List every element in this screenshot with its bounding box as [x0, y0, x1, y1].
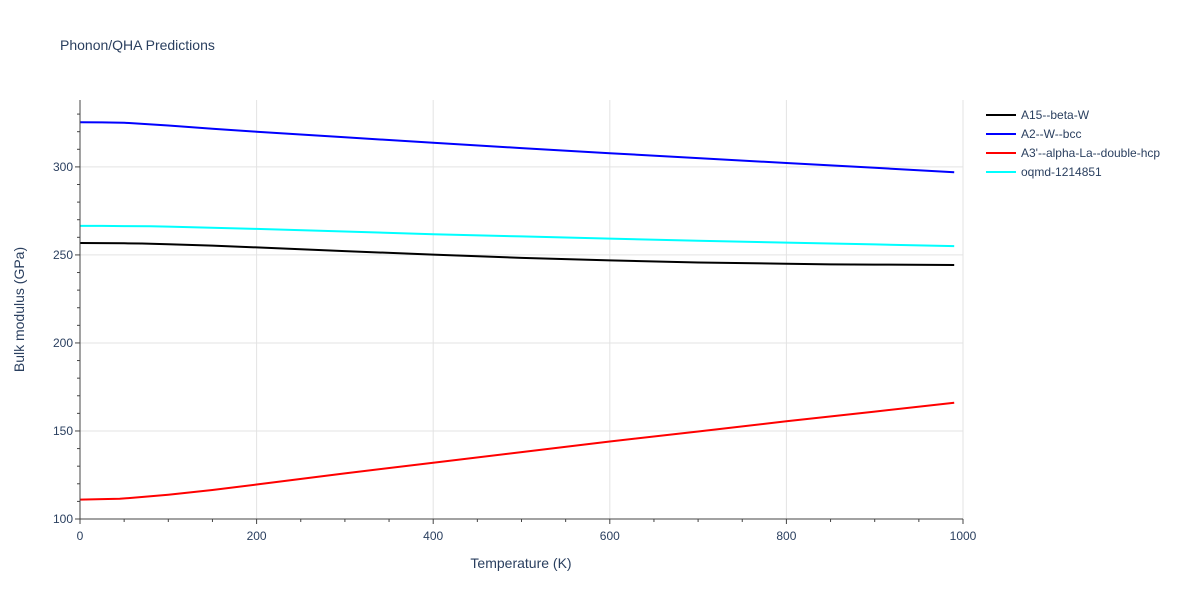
- legend-label: A2--W--bcc: [1021, 127, 1081, 141]
- y-tick-label: 300: [53, 160, 73, 174]
- x-axis-label: Temperature (K): [470, 555, 571, 571]
- y-axis-label: Bulk modulus (GPa): [11, 247, 27, 372]
- grid: [80, 100, 964, 520]
- y-tick-label: 250: [53, 248, 73, 262]
- x-tick-label: 400: [423, 529, 443, 543]
- x-tick-label: 1000: [950, 529, 977, 543]
- y-tick-label: 100: [53, 512, 73, 526]
- series-line-4: [80, 224, 955, 248]
- chart-title: Phonon/QHA Predictions: [60, 37, 215, 53]
- legend-label: A3'--alpha-La--double-hcp: [1021, 146, 1160, 160]
- y-tick-label: 200: [53, 336, 73, 350]
- legend-item[interactable]: A15--beta-W: [986, 108, 1090, 122]
- legend-item[interactable]: oqmd-1214851: [986, 165, 1102, 179]
- y-tick-label: 150: [53, 424, 73, 438]
- x-tick-label: 800: [776, 529, 796, 543]
- series-line-3: [79, 401, 955, 501]
- x-tick-label: 600: [600, 529, 620, 543]
- legend-label: oqmd-1214851: [1021, 165, 1102, 179]
- legend-item[interactable]: A3'--alpha-La--double-hcp: [986, 146, 1160, 160]
- x-tick-label: 0: [77, 529, 84, 543]
- legend-label: A15--beta-W: [1021, 108, 1090, 122]
- legend[interactable]: A15--beta-W A2--W--bcc A3'--alpha-La--doub…: [986, 108, 1160, 179]
- series-line-2: [79, 121, 955, 174]
- series-lines: [79, 121, 955, 501]
- series-line-1: [79, 242, 955, 266]
- x-tick-label: 200: [247, 529, 267, 543]
- axes: 0 200 400 600 800 1000 100 150 200 250 300: [53, 100, 977, 543]
- legend-item[interactable]: A2--W--bcc: [986, 127, 1081, 141]
